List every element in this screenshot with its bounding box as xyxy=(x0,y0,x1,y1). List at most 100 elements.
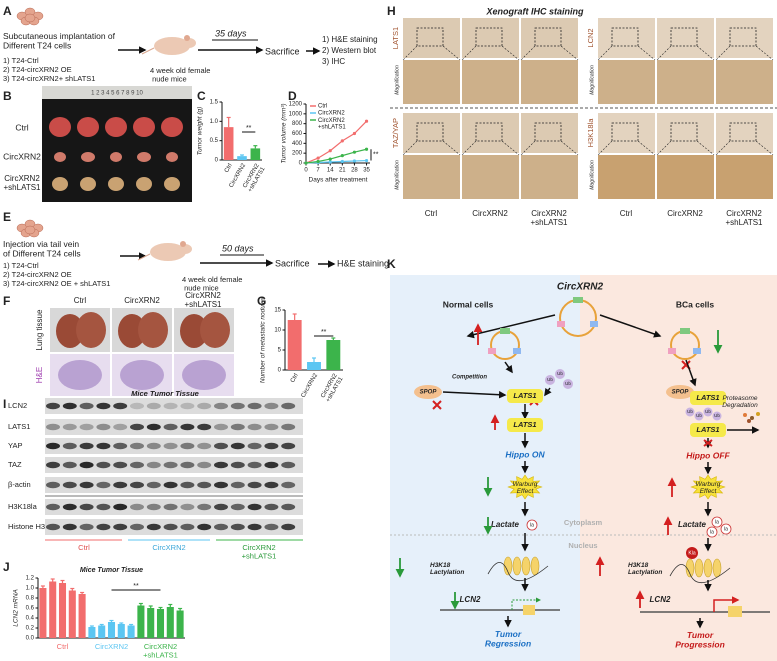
label: la xyxy=(715,519,719,525)
rna-seg xyxy=(680,328,690,334)
y-axis-label: LCN2 mRNA xyxy=(13,589,20,627)
label: Proteasome Degradation xyxy=(722,395,758,409)
point xyxy=(364,147,369,151)
blot-band xyxy=(163,481,178,489)
ihc-image xyxy=(403,113,460,153)
rna-seg xyxy=(513,348,521,354)
ihc-magnified xyxy=(598,155,655,199)
rna-seg xyxy=(500,328,510,334)
arrow xyxy=(504,361,513,374)
label: 3) T24-circXRN2 OE + shLATS1 xyxy=(3,279,110,288)
text-line: 4 week old female xyxy=(182,275,242,284)
y-tick-label: 0.6 xyxy=(26,606,35,612)
y-tick-label: 600 xyxy=(292,131,303,137)
bar xyxy=(287,320,302,370)
significance: ** xyxy=(246,125,252,132)
he-tissue xyxy=(182,360,226,390)
blot-band xyxy=(96,523,111,531)
label: LATS1 xyxy=(513,391,536,400)
y-tick-label: 0.0 xyxy=(26,636,35,642)
blot-band xyxy=(163,461,178,469)
bar xyxy=(127,625,135,638)
ihc-magnified xyxy=(598,60,655,104)
ub xyxy=(685,407,695,417)
ihc-image xyxy=(598,113,655,153)
lats1-box xyxy=(690,423,726,437)
ihc-image xyxy=(657,113,714,153)
zoom-line xyxy=(696,45,715,61)
ihc-image xyxy=(598,18,655,58)
ihc-image xyxy=(521,18,578,58)
label: CircXRN2 +shLATS1 xyxy=(185,291,223,309)
label: LATS1 xyxy=(696,393,719,402)
y-tick-label: 1.0 xyxy=(26,586,35,592)
blot-band xyxy=(247,423,262,431)
label: la xyxy=(710,529,714,535)
warburg-star xyxy=(690,474,726,500)
label: Magnification xyxy=(589,65,595,95)
lung-lobe xyxy=(200,312,230,348)
text-line: Subcutaneous implantation of xyxy=(3,31,116,41)
blot-band xyxy=(214,423,228,431)
y-tick-label: 0.2 xyxy=(26,626,35,632)
nucleosome xyxy=(530,556,540,576)
point xyxy=(340,154,344,158)
lung-lobe xyxy=(180,314,208,348)
text-line: Different T24 cells xyxy=(3,41,71,51)
text-line: CircXRN2 xyxy=(726,209,762,218)
label: 2) T24-circXRN2 OE xyxy=(3,65,72,74)
label: 1) T24-Ctrl xyxy=(3,261,39,270)
label: Magnification xyxy=(394,65,400,95)
blot-band xyxy=(46,523,60,531)
blot-band xyxy=(197,503,212,511)
blot-band xyxy=(281,461,296,469)
block-x xyxy=(703,439,713,447)
y-tick-label: 0.8 xyxy=(26,596,35,602)
blot-band xyxy=(62,481,77,489)
blot-band xyxy=(46,461,60,469)
significance: ** xyxy=(133,583,139,590)
degraded xyxy=(747,419,751,423)
ihc-image xyxy=(462,18,519,58)
blot-band xyxy=(79,402,94,410)
zoom-line xyxy=(560,45,579,61)
label: Competition xyxy=(452,375,487,381)
text-line: CircXRN2 xyxy=(144,642,177,651)
text-line: Effect xyxy=(517,488,535,495)
rna-seg xyxy=(693,348,701,354)
blot-band xyxy=(130,503,144,511)
tumor xyxy=(80,177,96,191)
blot-band xyxy=(214,402,228,410)
bar xyxy=(68,590,76,638)
label: 2) Western blot xyxy=(322,46,377,55)
blot-band xyxy=(180,442,195,450)
zoom-box xyxy=(416,27,444,47)
blot-band xyxy=(146,503,161,511)
rna-seg xyxy=(488,348,496,354)
text-line: Proteasome xyxy=(722,395,757,402)
ub xyxy=(694,411,704,421)
blot-band xyxy=(247,523,262,531)
label: LATS1 xyxy=(8,422,30,431)
zoom-box xyxy=(729,122,757,142)
blot-band xyxy=(113,402,128,410)
label: LCN2 xyxy=(8,401,27,410)
ihc-image xyxy=(462,113,519,153)
blot-band xyxy=(247,481,262,489)
blot-band xyxy=(197,402,212,410)
label: CircXRN2 +shLATS1 xyxy=(242,543,277,560)
degraded xyxy=(756,412,760,416)
label: CircXRN2 xyxy=(472,209,508,218)
label: CircXRN2 +shLATS1 xyxy=(531,209,569,227)
la-circle xyxy=(706,526,718,538)
blot-band xyxy=(180,461,195,469)
text-line: +shLATS1 xyxy=(143,650,178,659)
zoom-line xyxy=(560,140,579,156)
blot-band xyxy=(281,523,296,531)
label: 35 days xyxy=(215,28,247,38)
blot-band xyxy=(163,442,178,450)
x-tick-label: CircXRN2 xyxy=(301,372,320,399)
gene-box xyxy=(728,606,742,617)
blot-band xyxy=(163,503,178,511)
blot-band xyxy=(197,461,212,469)
